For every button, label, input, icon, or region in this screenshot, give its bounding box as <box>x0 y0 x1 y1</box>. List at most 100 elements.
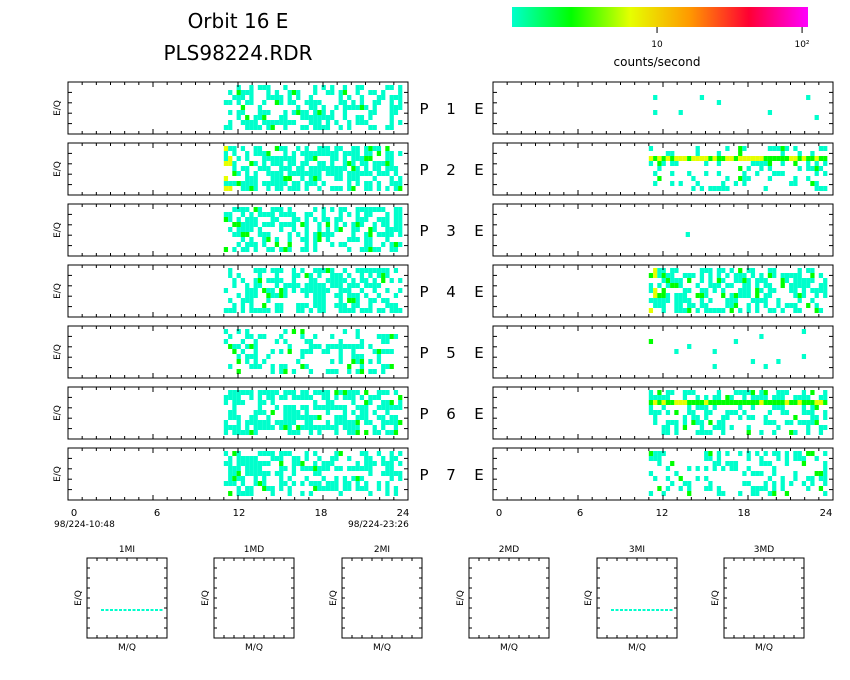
heatmap-cell <box>763 156 768 161</box>
heatmap-cell <box>313 278 318 283</box>
heatmap-cell <box>283 166 288 171</box>
heatmap-cell <box>393 110 399 115</box>
heatmap-cell <box>325 369 331 374</box>
mass-panel-ylabel: E/Q <box>456 590 466 606</box>
heatmap-cell <box>274 420 280 425</box>
mass-trace-point <box>624 609 628 611</box>
heatmap-cell <box>351 171 356 176</box>
heatmap-cell <box>398 232 403 237</box>
heatmap-cell <box>355 369 360 374</box>
heatmap-cell <box>245 222 250 227</box>
heatmap-cell <box>334 405 339 410</box>
heatmap-cell <box>266 151 271 156</box>
heatmap-cell <box>398 288 403 293</box>
heatmap-cell <box>325 390 331 395</box>
heatmap-cell <box>347 283 352 288</box>
heatmap-cell <box>355 293 360 298</box>
heatmap-cell <box>270 176 275 181</box>
heatmap-cell <box>742 181 747 186</box>
panel-row-p: P <box>419 283 428 301</box>
heatmap-cell <box>372 146 377 151</box>
heatmap-cell <box>721 293 726 298</box>
panel-row-e: E <box>474 161 483 179</box>
heatmap-cell <box>364 293 369 298</box>
heatmap-cell <box>283 481 288 486</box>
heatmap-cell <box>338 278 343 283</box>
heatmap-cell <box>818 273 824 278</box>
heatmap-cell <box>279 308 284 313</box>
heatmap-cell <box>317 471 322 476</box>
heatmap-cell <box>818 400 824 405</box>
heatmap-cell <box>372 176 377 181</box>
heatmap-cell <box>750 390 756 395</box>
heatmap-cell <box>262 242 267 247</box>
heatmap-cell <box>270 217 275 222</box>
heatmap-cell <box>733 181 739 186</box>
heatmap-cell <box>789 400 794 405</box>
heatmap-cell <box>797 156 802 161</box>
heatmap-cell <box>338 207 343 212</box>
heatmap-cell <box>364 212 369 217</box>
heatmap-cell <box>279 95 284 100</box>
heatmap-cell <box>364 171 369 176</box>
heatmap-cell <box>291 217 297 222</box>
heatmap-cell <box>368 90 373 95</box>
heatmap-cell <box>797 268 802 273</box>
heatmap-cell <box>342 344 348 349</box>
mass-panel-frame <box>341 557 423 639</box>
heatmap-cell <box>240 303 246 308</box>
heatmap-cell <box>801 461 807 466</box>
heatmap-cell <box>270 400 275 405</box>
spectrogram-panel <box>492 447 834 501</box>
heatmap-cell <box>257 283 263 288</box>
heatmap-cell <box>725 186 730 191</box>
panel-ylabel: E/Q <box>53 466 63 482</box>
heatmap-cell <box>355 105 360 110</box>
heatmap-cell <box>347 364 352 369</box>
heatmap-cell <box>776 359 781 364</box>
heatmap-cell <box>274 283 280 288</box>
heatmap-cell <box>338 451 343 456</box>
heatmap-cell <box>381 242 386 247</box>
heatmap-cell <box>291 161 297 166</box>
heatmap-cell <box>810 156 815 161</box>
heatmap-cell <box>738 176 743 181</box>
heatmap-cell <box>716 186 722 191</box>
heatmap-cell <box>708 400 713 405</box>
heatmap-cell <box>351 303 356 308</box>
heatmap-cell <box>351 278 356 283</box>
heatmap-cell <box>746 415 751 420</box>
heatmap-cell <box>814 303 819 308</box>
heatmap-cell <box>682 481 688 486</box>
heatmap-cell <box>279 481 284 486</box>
mass-trace-point <box>110 609 113 611</box>
heatmap-cell <box>266 395 271 400</box>
heatmap-cell <box>257 278 263 283</box>
heatmap-cell <box>368 115 373 120</box>
heatmap-cell <box>274 405 280 410</box>
heatmap-cell <box>253 461 258 466</box>
heatmap-cell <box>742 176 747 181</box>
heatmap-cell <box>223 461 229 466</box>
heatmap-cell <box>245 329 250 334</box>
heatmap-cell <box>291 212 297 217</box>
heatmap-cell <box>270 212 275 217</box>
heatmap-cell <box>665 486 671 491</box>
heatmap-cell <box>262 410 267 415</box>
heatmap-cell <box>321 207 326 212</box>
heatmap-cell <box>708 481 713 486</box>
heatmap-cell <box>797 283 802 288</box>
heatmap-cell <box>674 293 679 298</box>
heatmap-cell <box>721 268 726 273</box>
heatmap-cell <box>308 283 314 288</box>
heatmap-cell <box>793 471 798 476</box>
heatmap-cell <box>236 227 241 232</box>
heatmap-cell <box>372 207 377 212</box>
heatmap-cell <box>691 303 696 308</box>
heatmap-cell <box>283 176 288 181</box>
heatmap-cell <box>767 491 773 496</box>
heatmap-cell <box>291 415 297 420</box>
heatmap-cell <box>398 476 403 481</box>
heatmap-cell <box>389 181 394 186</box>
